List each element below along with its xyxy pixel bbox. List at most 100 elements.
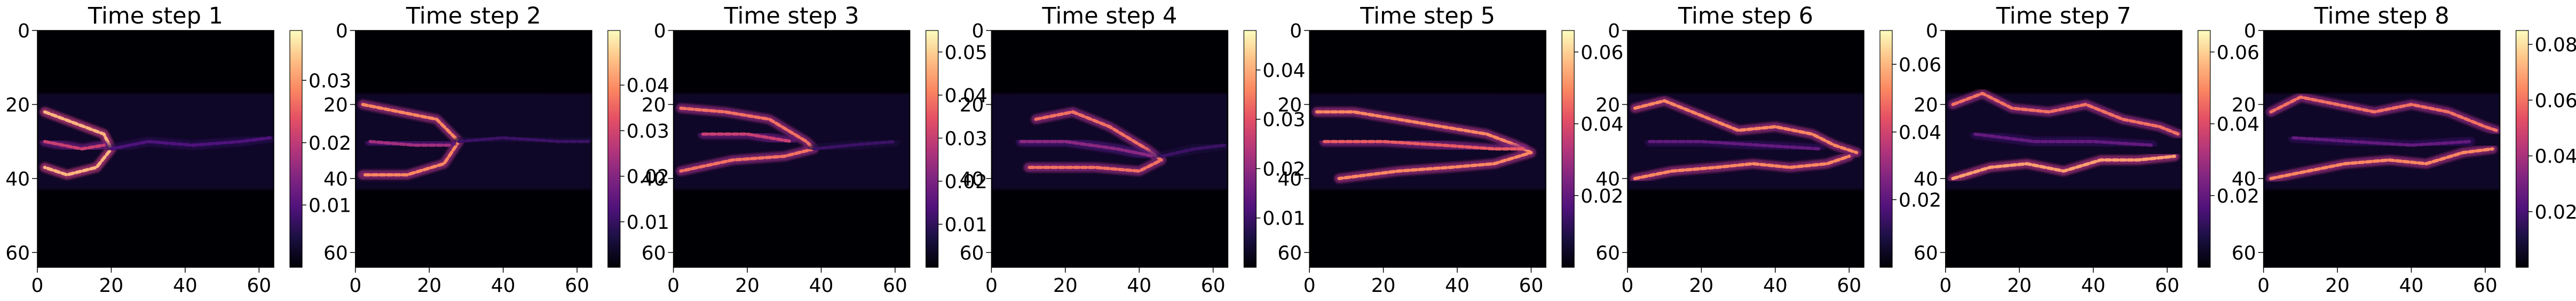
colorbar-tick-label: 0.04: [627, 75, 669, 97]
x-tick-label: 20: [99, 275, 124, 297]
colorbar: [1561, 30, 1575, 268]
colorbar-tick-label: 0.05: [945, 42, 987, 64]
heatmap-filament: [368, 140, 453, 147]
x-tick-label: 20: [417, 275, 441, 297]
colorbar-tick-label: 0.03: [309, 70, 351, 92]
colorbar-tick-label: 0.06: [1581, 42, 1623, 64]
x-tick-label: 60: [883, 275, 907, 297]
x-tick-label: 20: [1053, 275, 1078, 297]
colorbar-tick-label: 0.03: [627, 120, 669, 142]
heatmap-filament: [1973, 132, 2154, 147]
colorbar-tick-label: 0.04: [1581, 114, 1623, 136]
x-tick-label: 0: [985, 275, 998, 297]
x-tick-label: 0: [1939, 275, 1951, 297]
heatmap-filament: [1633, 155, 1851, 180]
colorbar: [607, 30, 621, 268]
y-tick-label: 60: [1914, 242, 1938, 264]
x-tick-label: 40: [2399, 275, 2424, 297]
y-tick-label: 0: [2244, 20, 2256, 42]
colorbar: [1879, 30, 1893, 268]
y-tick-label: 40: [1914, 168, 1938, 190]
y-tick-label: 60: [1277, 242, 1302, 264]
colorbar-tick-label: 0.02: [1899, 189, 1941, 211]
colorbar-tick-label: 0.02: [1262, 158, 1305, 180]
plot-frame: [1309, 30, 1546, 268]
colorbar-tick-label: 0.06: [1899, 54, 1941, 76]
colorbar-tick-label: 0.02: [2535, 202, 2576, 223]
y-tick-label: 60: [642, 242, 666, 264]
heatmap-panel: Time step 30 20 40 6002040600.010.020.030.0…: [642, 3, 987, 297]
heatmap-filament: [2269, 95, 2498, 132]
x-tick-label: 40: [1127, 275, 1151, 297]
y-tick-label: 20: [642, 94, 666, 116]
y-tick-label: 40: [5, 168, 30, 190]
y-tick-label: 20: [5, 94, 30, 116]
heatmap-texture: [37, 93, 274, 190]
panel-title: Time step 2: [406, 3, 541, 29]
x-tick-label: 20: [1371, 275, 1396, 297]
heatmap-filament: [2291, 136, 2472, 147]
y-tick-label: 20: [960, 94, 984, 116]
heatmap-texture: [355, 93, 592, 190]
x-tick-label: 40: [491, 275, 516, 297]
panel-title: Time step 6: [1678, 3, 1813, 29]
y-tick-label: 60: [5, 242, 30, 264]
x-tick-label: 60: [247, 275, 271, 297]
heatmap-texture: [2263, 92, 2500, 190]
y-tick-label: 20: [323, 94, 348, 116]
colorbar: [1243, 30, 1257, 268]
heatmap-panel: Time step 20 20 40 6002040600.010.020.030.0…: [323, 3, 669, 297]
heatmap-filament: [1159, 143, 1226, 158]
heatmap-filament: [1648, 140, 1821, 151]
colorbar-tick-label: 0.03: [945, 128, 987, 150]
x-tick-label: 40: [1763, 275, 1788, 297]
plot-frame: [1627, 30, 1864, 268]
x-tick-label: 40: [1445, 275, 1469, 297]
y-tick-label: 40: [642, 168, 666, 190]
heatmap-panel: Time step 80 20 40 6002040600.020.040.060.0…: [2232, 3, 2576, 297]
y-tick-label: 60: [2232, 242, 2256, 264]
heatmap-filament: [812, 140, 897, 151]
heatmap-texture: [1627, 93, 1864, 190]
heatmap-filament: [457, 136, 590, 143]
colorbar-tick-label: 0.08: [2535, 34, 2576, 56]
y-tick-label: 60: [323, 242, 348, 264]
heatmap-filament: [1951, 91, 2180, 136]
x-tick-label: 60: [565, 275, 589, 297]
x-tick-label: 20: [2007, 275, 2032, 297]
x-tick-label: 40: [173, 275, 197, 297]
heatmap-texture: [991, 93, 1228, 190]
x-tick-label: 0: [1303, 275, 1316, 297]
colorbar-tick-label: 0.01: [309, 195, 351, 217]
y-tick-label: 60: [960, 242, 984, 264]
panel-title: Time step 1: [88, 3, 223, 29]
y-tick-label: 40: [1277, 168, 1302, 190]
y-tick-label: 0: [1926, 20, 1938, 42]
y-tick-label: 20: [1595, 94, 1620, 116]
plot-frame: [991, 30, 1229, 268]
y-tick-label: 40: [1595, 168, 1620, 190]
plot-frame: [37, 30, 274, 268]
panel-title: Time step 7: [1996, 3, 2131, 29]
y-tick-label: 40: [323, 168, 348, 190]
x-tick-label: 0: [667, 275, 679, 297]
x-tick-label: 0: [2257, 275, 2270, 297]
x-tick-label: 60: [2473, 275, 2498, 297]
heatmap-filament: [43, 140, 106, 151]
colorbar: [2198, 30, 2211, 268]
x-tick-label: 20: [735, 275, 760, 297]
colorbar-tick-label: 0.01: [1262, 208, 1305, 230]
y-tick-label: 0: [654, 20, 666, 42]
colorbar-tick-label: 0.06: [2535, 90, 2576, 112]
heatmap-filament: [701, 132, 794, 143]
x-tick-label: 60: [1201, 275, 1226, 297]
heatmap-filament: [1951, 155, 2176, 180]
x-tick-label: 0: [31, 275, 44, 297]
panel-title: Time step 8: [2314, 3, 2449, 29]
colorbar-tick-label: 0.02: [627, 166, 669, 188]
panel-title: Time step 3: [724, 3, 859, 29]
